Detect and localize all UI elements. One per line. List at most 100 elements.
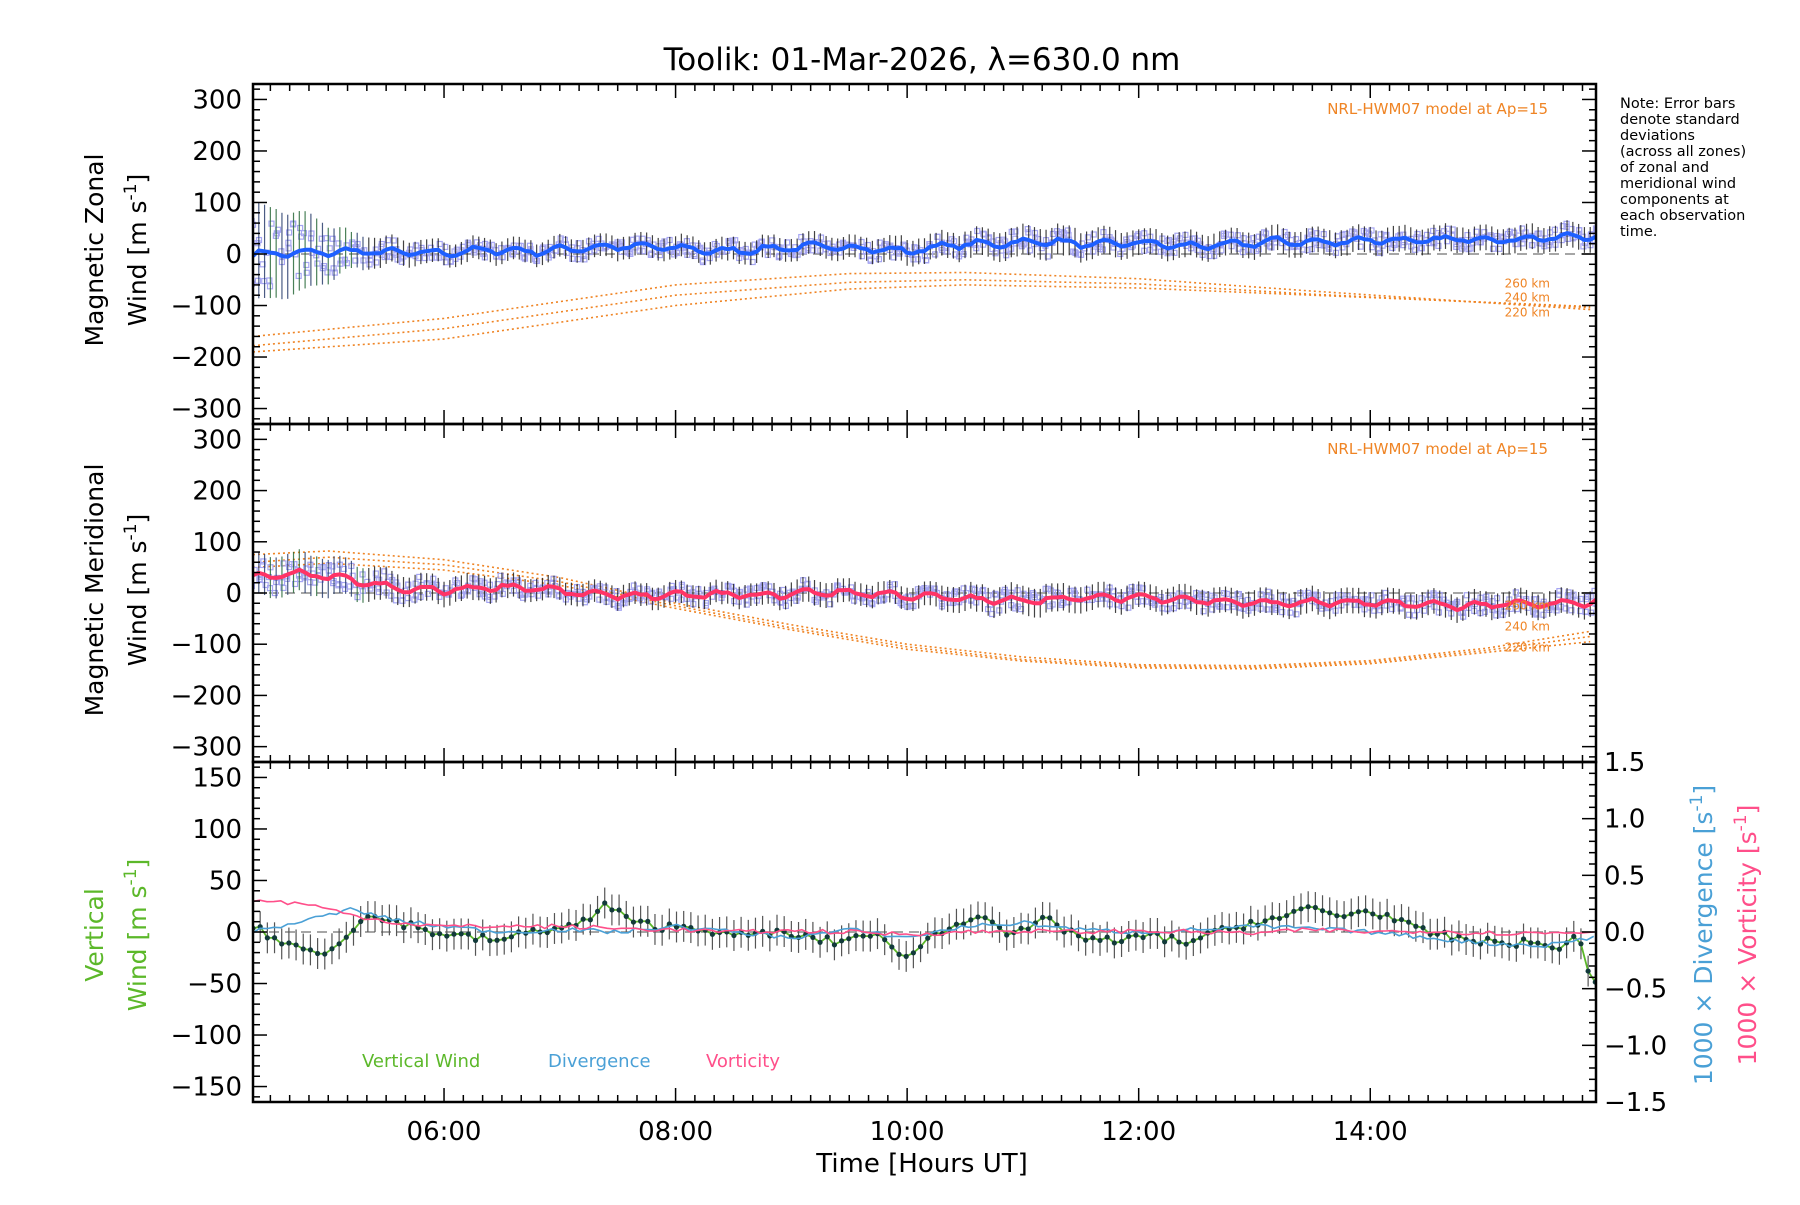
zone-marker [340, 565, 347, 573]
vertical-ylabel-line2: Wind [m s-1] [121, 859, 152, 1012]
vertical-wind-point [1248, 918, 1254, 924]
zone-marker [685, 585, 693, 592]
zone-marker [1434, 230, 1441, 237]
zone-marker [491, 593, 498, 600]
vertical-wind-point [1197, 935, 1204, 941]
vertical-wind-point [494, 937, 500, 943]
zone-marker [1568, 593, 1575, 600]
zone-marker [1496, 245, 1503, 252]
zone-marker [1310, 591, 1318, 598]
zone-marker [1481, 229, 1488, 236]
model-label-240km: 240 km [1505, 620, 1550, 634]
zone-marker [297, 224, 304, 232]
zone-marker [1333, 592, 1340, 599]
zone-marker [1018, 243, 1025, 250]
vertical-wind-point [1327, 910, 1333, 916]
vertical-wind-point [810, 934, 816, 940]
vertical-wind-point [982, 915, 988, 921]
zone-marker [989, 610, 996, 618]
vertical-wind-point [817, 939, 823, 945]
right-y-tick-label: 1.5 [1604, 748, 1645, 778]
zone-marker [1264, 606, 1271, 613]
zone-marker [274, 226, 282, 233]
vertical-wind-point [1190, 937, 1196, 944]
divergence-axis-label: 1000 × Divergence [s-1] [1687, 785, 1718, 1085]
note-line: meridional wind [1620, 176, 1736, 192]
meridional-wind-line [253, 567, 1596, 613]
vertical-wind-point [903, 953, 909, 959]
vertical-wind-point [1176, 939, 1182, 945]
zone-marker [424, 590, 432, 597]
zone-marker [749, 258, 756, 266]
vertical-wind-point [508, 934, 515, 940]
zone-marker [636, 585, 643, 592]
zone-marker [1070, 587, 1077, 594]
zone-marker [1588, 609, 1595, 616]
vertical-wind-point [853, 933, 859, 939]
zone-marker [751, 241, 758, 248]
zone-marker [1349, 228, 1356, 235]
zone-marker [1518, 225, 1526, 232]
model-label-260km: 260 km [1505, 277, 1550, 291]
vertical-plot [253, 887, 1596, 998]
vertical-wind-point [307, 947, 314, 953]
y-tick-label: 0 [225, 918, 242, 948]
zone-marker [1593, 226, 1596, 233]
vertical-wind-point [1398, 916, 1405, 923]
zone-marker [326, 245, 333, 252]
zone-marker [896, 250, 903, 257]
zone-marker [352, 257, 359, 264]
zone-marker [864, 241, 872, 249]
zone-marker [1125, 604, 1132, 611]
vertical-wind-point [925, 935, 931, 941]
zone-marker [694, 242, 701, 249]
zone-marker [291, 580, 299, 588]
zone-marker [373, 259, 380, 266]
zone-marker [725, 238, 732, 245]
zone-marker [1070, 248, 1077, 255]
zone-marker [1564, 592, 1571, 600]
zone-marker [556, 593, 563, 600]
zone-marker [1371, 607, 1378, 614]
zone-marker [1229, 603, 1236, 610]
zone-marker [656, 588, 663, 595]
vertical-wind-point [1578, 941, 1584, 947]
zone-marker [416, 254, 423, 262]
zone-marker [1452, 600, 1460, 607]
zone-marker [732, 237, 739, 244]
model-label-220km: 220 km [1505, 641, 1550, 655]
zone-marker [602, 584, 609, 591]
zone-marker [1318, 605, 1326, 612]
vertical-wind-point [1363, 908, 1369, 914]
zone-marker [436, 254, 443, 261]
vertical-wind-point [1291, 908, 1297, 914]
meridional-ylabel-line1: Magnetic Meridional [80, 464, 109, 717]
zone-marker [375, 585, 382, 592]
zone-marker [1129, 588, 1136, 595]
zone-marker [595, 235, 602, 242]
zone-marker [346, 583, 353, 590]
zone-marker [262, 581, 269, 589]
zone-marker [498, 245, 505, 252]
vertical-wind-point [279, 941, 285, 947]
vertical-wind-point [831, 942, 838, 948]
zone-marker [1533, 596, 1540, 603]
zone-marker [971, 586, 979, 593]
vertical-wind-point [1133, 932, 1139, 938]
zone-marker [411, 596, 418, 603]
zone-marker [1099, 246, 1106, 253]
vertical-wind-point [429, 932, 436, 938]
zone-marker [1084, 586, 1091, 593]
vertical-wind-point [1348, 911, 1354, 917]
right-y-tick-label: 1.0 [1604, 805, 1645, 835]
vertical-wind-point [1018, 925, 1024, 931]
zone-marker [647, 251, 654, 258]
zone-marker [702, 602, 709, 609]
vertical-wind-point [1126, 933, 1132, 940]
vertical-wind-point [1047, 915, 1053, 921]
vertical-wind-point [465, 931, 471, 937]
zone-marker [1337, 592, 1344, 599]
zone-marker [254, 277, 261, 284]
zone-marker [480, 250, 487, 257]
vertical-wind-point [1377, 914, 1383, 920]
